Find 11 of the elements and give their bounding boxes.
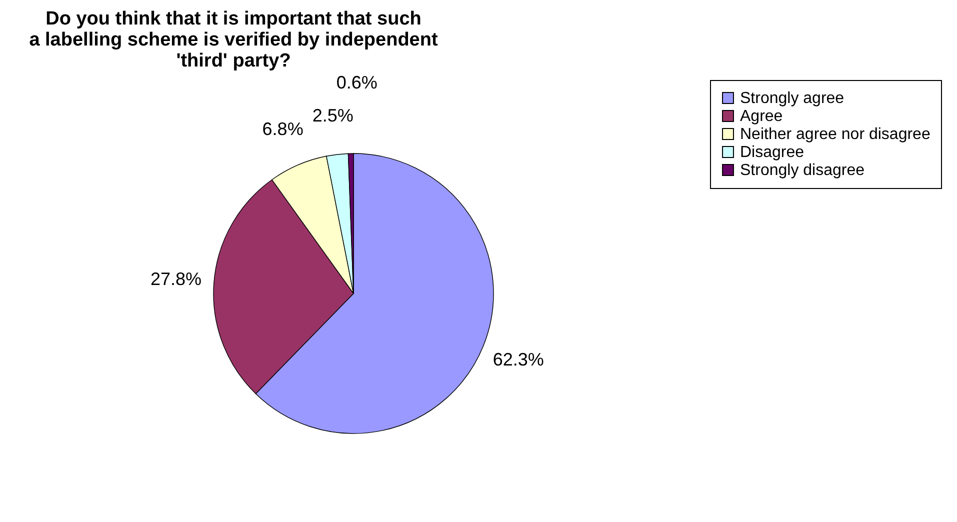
chart-title: Do you think that it is important that such a labelling scheme is verified by independent 'third' party? [29, 8, 438, 72]
data-label: 6.8% [262, 119, 304, 140]
data-label: 2.5% [312, 106, 354, 126]
data-label: 62.3% [492, 350, 544, 370]
legend-label: Agree [740, 108, 783, 125]
legend-label: Strongly agree [740, 90, 844, 107]
legend-label: Disagree [740, 144, 804, 161]
data-label: 27.8% [150, 269, 202, 290]
legend-label: Strongly disagree [740, 162, 865, 179]
data-label: 0.6% [336, 72, 378, 93]
legend-label: Neither agree nor disagree [740, 126, 930, 143]
